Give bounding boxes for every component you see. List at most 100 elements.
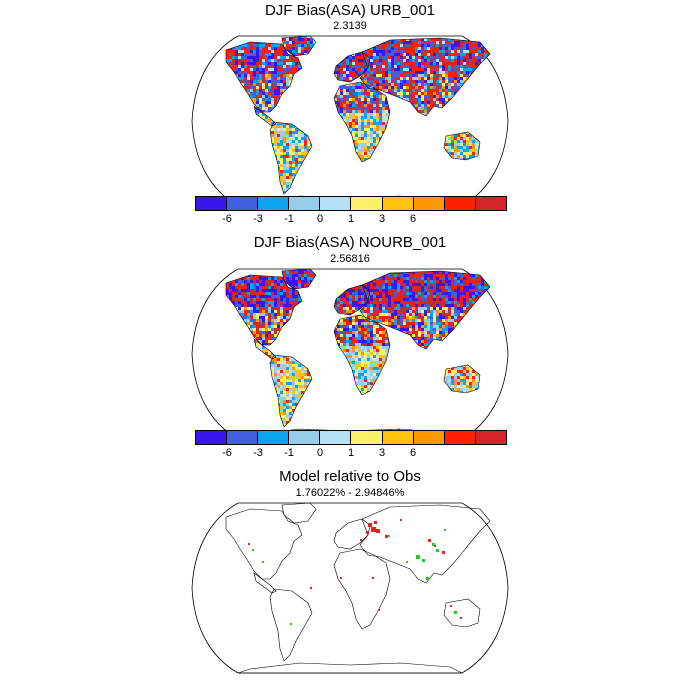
panel1-subtitle: 2.3139 (333, 20, 367, 32)
red-marker (366, 531, 369, 534)
coastline-asia (359, 270, 491, 350)
red-marker (340, 577, 342, 579)
colorbar-tick-label: 1 (347, 213, 355, 225)
coastline-australia (443, 131, 481, 161)
green-marker (432, 543, 435, 546)
coastline-europe (333, 284, 371, 316)
colorbar-tick-label: -3 (253, 447, 263, 459)
colorbar-swatch (258, 431, 290, 444)
coastline-central-america (253, 338, 277, 360)
green-marker (426, 577, 429, 580)
colorbar-swatch (320, 197, 352, 210)
colorbar-swatch (289, 197, 321, 210)
green-marker (406, 561, 408, 563)
green-marker (416, 555, 420, 559)
green-marker (444, 529, 446, 531)
colorbar-swatch (227, 431, 259, 444)
panel1-colorbar (195, 196, 507, 211)
coastline-asia (359, 37, 491, 117)
red-marker (450, 605, 452, 607)
red-marker (248, 543, 250, 545)
panel2-map (191, 268, 509, 440)
colorbar-swatch (196, 197, 228, 210)
panel2-colorbar (195, 430, 507, 445)
red-marker (371, 527, 376, 532)
coastline-asia (359, 504, 491, 584)
red-marker (376, 529, 380, 533)
colorbar-tick-label: 3 (378, 213, 386, 225)
panel2-title: DJF Bias(ASA) NOURB_001 (253, 234, 447, 251)
coastline-greenland (281, 35, 317, 57)
colorbar-swatch (196, 431, 228, 444)
green-marker (252, 549, 254, 551)
colorbar-tick-label: 3 (378, 447, 386, 459)
colorbar-swatch (320, 431, 352, 444)
panel1-title: DJF Bias(ASA) URB_001 (264, 2, 436, 19)
red-marker (442, 551, 445, 554)
colorbar-swatch (351, 431, 383, 444)
coastline-north-america (225, 41, 303, 113)
red-marker (378, 609, 380, 611)
green-marker (262, 561, 264, 563)
colorbar-swatch (382, 431, 414, 444)
red-marker (310, 587, 312, 589)
coastline-africa (333, 81, 391, 163)
green-marker (436, 549, 439, 552)
coastline-europe (333, 51, 371, 83)
colorbar-tick-label: -1 (284, 447, 294, 459)
colorbar-swatch (351, 197, 383, 210)
colorbar-tick-label: -6 (222, 447, 232, 459)
colorbar-swatch (227, 197, 259, 210)
coastline-central-america (253, 105, 277, 127)
coastline-greenland (281, 268, 317, 290)
red-marker (372, 577, 374, 579)
colorbar-tick-label: -6 (222, 213, 232, 225)
colorbar-tick-label: -3 (253, 213, 263, 225)
coastline-south-america (269, 588, 313, 662)
colorbar-swatch (444, 431, 476, 444)
colorbar-tick-label: 6 (409, 213, 417, 225)
colorbar-tick-label: 0 (316, 213, 324, 225)
colorbar-swatch (413, 197, 445, 210)
coastline-africa (333, 314, 391, 396)
coastline-greenland (281, 502, 317, 524)
coastline-australia (443, 598, 481, 628)
coastline-north-america (225, 274, 303, 346)
colorbar-tick-label: 6 (409, 447, 417, 459)
green-marker (422, 559, 425, 562)
colorbar-swatch (258, 197, 290, 210)
colorbar-swatch (475, 197, 506, 210)
colorbar-swatch (413, 431, 445, 444)
coastline-australia (443, 364, 481, 394)
coastline-europe (333, 518, 371, 550)
map-border (191, 502, 509, 674)
red-marker (385, 535, 388, 538)
panel3-title: Model relative to Obs (279, 468, 421, 485)
red-marker (400, 519, 402, 521)
red-marker (360, 539, 362, 541)
coastline-north-america (225, 508, 303, 580)
panel1-map (191, 35, 509, 207)
coastline-africa (333, 548, 391, 630)
colorbar-swatch (475, 431, 506, 444)
coastline-south-america (269, 121, 313, 195)
red-marker (460, 617, 462, 619)
red-marker (368, 523, 372, 527)
green-marker (290, 623, 292, 625)
green-marker (388, 535, 390, 537)
coastline-antarctica (237, 662, 463, 674)
coastline-central-america (253, 572, 277, 594)
coastline-south-america (269, 354, 313, 428)
colorbar-tick-label: 1 (347, 447, 355, 459)
panel2-subtitle: 2.56816 (330, 253, 370, 265)
colorbar-swatch (382, 197, 414, 210)
colorbar-tick-label: 0 (316, 447, 324, 459)
colorbar-swatch (289, 431, 321, 444)
colorbar-swatch (444, 197, 476, 210)
red-marker (374, 521, 377, 524)
panel3-map (191, 502, 509, 674)
panel3-subtitle: 1.76022% - 2.94846% (295, 487, 405, 499)
colorbar-tick-label: -1 (284, 213, 294, 225)
red-marker (428, 539, 431, 542)
